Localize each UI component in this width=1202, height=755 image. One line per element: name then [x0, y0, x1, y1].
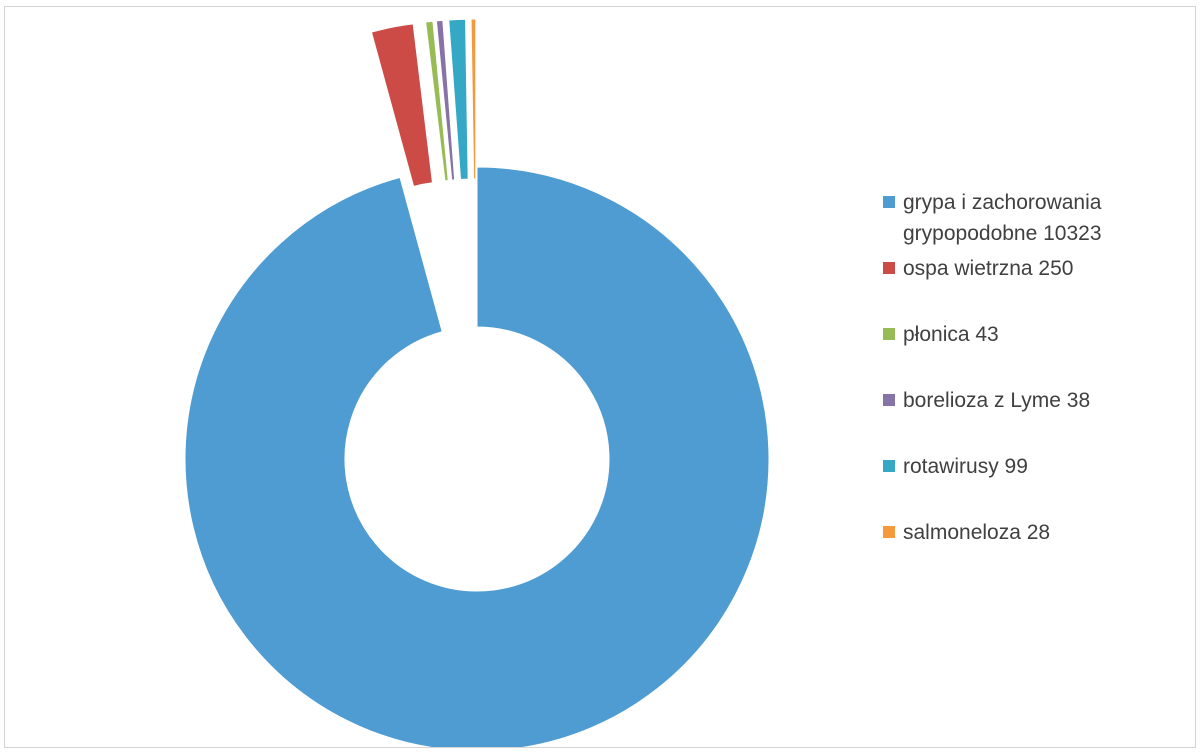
- legend-label: grypa i zachorowania grypopodobne 10323: [903, 191, 1102, 245]
- legend-swatch: [883, 196, 895, 208]
- legend-label: salmoneloza 28: [903, 521, 1051, 544]
- legend-label: ospa wietrzna 250: [903, 257, 1074, 280]
- legend-swatch: [883, 328, 895, 340]
- legend-item: płonica 43: [883, 319, 1183, 350]
- chart-frame: grypa i zachorowania grypopodobne 10323 …: [4, 6, 1196, 748]
- legend-swatch: [883, 262, 895, 274]
- legend-label: rotawirusy 99: [903, 455, 1028, 478]
- legend-label: borelioza z Lyme 38: [903, 389, 1091, 412]
- legend-item: borelioza z Lyme 38: [883, 385, 1183, 416]
- legend-swatch: [883, 394, 895, 406]
- legend-label: płonica 43: [903, 323, 999, 346]
- donut-slice: [470, 18, 477, 180]
- donut-chart: [184, 18, 770, 747]
- donut-slice: [184, 166, 770, 747]
- legend-item: rotawirusy 99: [883, 451, 1183, 482]
- donut-slice: [425, 20, 449, 182]
- legend-item: salmoneloza 28: [883, 517, 1183, 548]
- donut-slice: [435, 19, 456, 181]
- legend-swatch: [883, 460, 895, 472]
- legend-item: ospa wietrzna 250: [883, 253, 1183, 284]
- donut-slice: [370, 23, 434, 188]
- donut-slice: [448, 18, 469, 181]
- legend-swatch: [883, 526, 895, 538]
- legend-item: grypa i zachorowania grypopodobne 10323: [883, 187, 1183, 249]
